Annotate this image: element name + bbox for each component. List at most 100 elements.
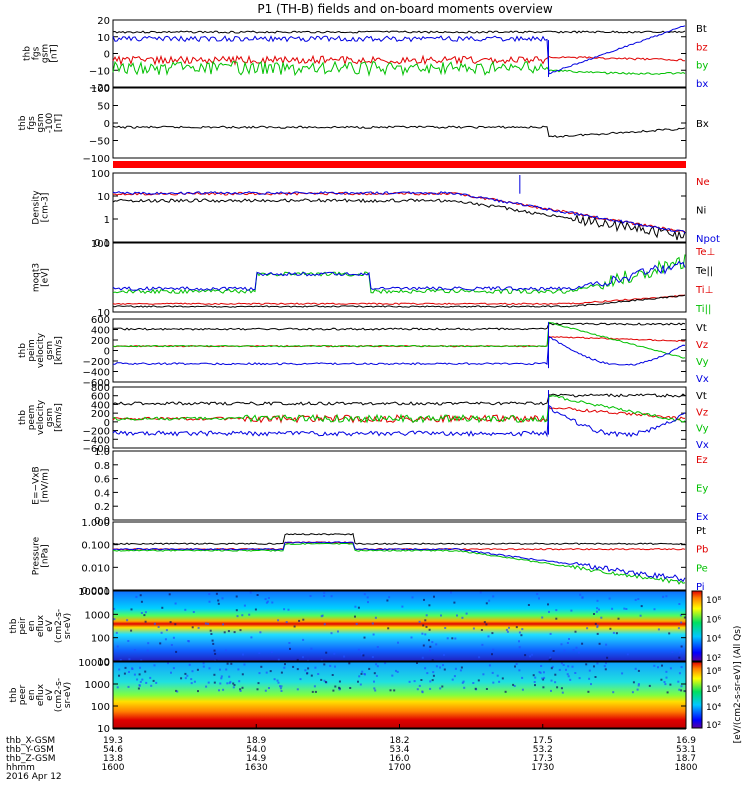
colorbar-1 bbox=[691, 590, 703, 662]
y-axis-label-line: gsm bbox=[45, 341, 55, 360]
y-axis-label: Density[cm-3] bbox=[32, 190, 51, 225]
y-tick-label: −400 bbox=[83, 368, 110, 379]
spectrogram-cell bbox=[639, 614, 642, 617]
spectrogram-cell bbox=[150, 684, 153, 687]
y-axis-label-line: thb bbox=[23, 46, 33, 61]
spectrogram-cell bbox=[657, 628, 660, 631]
spectrogram-cell bbox=[593, 665, 595, 668]
spectrogram-cell bbox=[225, 668, 228, 671]
spectrogram-cell bbox=[660, 678, 663, 681]
legend-entry: Ez bbox=[696, 455, 708, 466]
spectrogram-cell bbox=[444, 627, 447, 629]
spectrogram-cell bbox=[632, 681, 635, 684]
spectrogram-cell bbox=[146, 649, 149, 652]
y-axis-label-line: gsm bbox=[41, 44, 51, 63]
legend-entry: Vt bbox=[696, 391, 707, 402]
spectrogram-cell bbox=[600, 616, 603, 619]
spectrogram-cell bbox=[547, 603, 549, 606]
spectrogram-cell bbox=[521, 688, 524, 691]
legend-entry: Bx bbox=[696, 119, 709, 130]
spectrogram-cell bbox=[180, 677, 183, 680]
spectrogram-cell bbox=[677, 627, 680, 630]
y-tick-label: 0.4 bbox=[94, 488, 110, 499]
spectrogram-cell bbox=[362, 654, 365, 657]
spectrogram-cell bbox=[213, 681, 216, 684]
spectrogram-cell bbox=[131, 668, 134, 670]
panels-group: 20100−10−20thbfgsgsm[nT]Btbzbybx100500−5… bbox=[9, 16, 720, 735]
spectrogram-cell bbox=[277, 658, 280, 661]
spectrogram-cell bbox=[606, 656, 609, 659]
spectrogram-cell bbox=[634, 598, 637, 601]
spectrogram-cell bbox=[594, 622, 597, 625]
legend-entry: Pi bbox=[696, 582, 705, 593]
colorbar-label: [eV/(cm2-s-sr-eV)] (All Qs) bbox=[733, 626, 743, 744]
legend-entry: Bt bbox=[696, 24, 707, 35]
spectrogram-cell bbox=[492, 681, 495, 684]
spectrogram-cell bbox=[219, 668, 221, 671]
spectrogram-cell bbox=[373, 687, 376, 690]
panel-2: 100 50 0 −50 −100 thbfgsgsm-100[nT] Bx bbox=[18, 84, 709, 165]
spectrogram-cell bbox=[197, 626, 200, 629]
legend-entry: Pb bbox=[696, 545, 708, 556]
spectrogram-cell bbox=[683, 690, 686, 693]
spectrogram-cell bbox=[116, 686, 119, 689]
y-tick-label: 10000 bbox=[78, 587, 110, 598]
spectrogram-cell bbox=[249, 591, 252, 594]
spectrogram-cell bbox=[226, 682, 229, 685]
spectrogram-cell bbox=[563, 649, 566, 652]
spectrogram-cell bbox=[481, 643, 484, 646]
spectrogram-cell bbox=[420, 679, 423, 681]
spectrogram-cell bbox=[330, 595, 333, 598]
spectrogram-cell bbox=[197, 690, 199, 693]
spectrogram-cell bbox=[410, 636, 413, 639]
spectrogram-cell bbox=[664, 683, 667, 686]
spectrogram-cell bbox=[280, 685, 283, 688]
spectrogram-cell bbox=[219, 682, 222, 685]
legend-entry: Pe bbox=[696, 563, 708, 574]
spectrogram-cell bbox=[418, 684, 421, 687]
panel-4: 100 10 moqt3[eV] Te⊥ Te|| Ti⊥ Ti|| bbox=[32, 239, 716, 319]
panel-8: 1.000 0.100 0.010 0.001 Pressure[nPa] Pt Pb Pe P… bbox=[32, 518, 709, 597]
spectrogram-cell bbox=[425, 614, 428, 617]
spectrogram-cell bbox=[186, 674, 189, 677]
spectrogram-cell bbox=[170, 671, 172, 674]
y-axis-label-line: moqt3 bbox=[32, 263, 42, 292]
spectrogram-cell bbox=[518, 646, 521, 649]
spectrogram-cell bbox=[159, 642, 162, 645]
y-tick-label: −20 bbox=[89, 83, 110, 94]
spectrogram-cell bbox=[266, 600, 269, 603]
spectrogram-cell bbox=[373, 672, 376, 675]
spectrogram-cell bbox=[273, 678, 276, 681]
legend-entry: Vt bbox=[696, 323, 707, 334]
spectrogram-cell bbox=[235, 609, 238, 612]
y-tick-label: 100 bbox=[91, 702, 110, 713]
spectrogram-cell bbox=[678, 672, 681, 675]
spectrogram-cell bbox=[621, 672, 624, 675]
spectrogram-cell bbox=[277, 681, 280, 684]
spectrogram-cell bbox=[538, 671, 541, 674]
spectrogram-cell bbox=[593, 613, 595, 615]
spectrogram-cell bbox=[264, 598, 267, 601]
spectrogram-cell bbox=[669, 683, 672, 686]
spectrogram-cell bbox=[432, 674, 435, 677]
spectrogram-cell bbox=[170, 644, 173, 646]
time-axis-value: 17.5 bbox=[533, 736, 553, 746]
spectrogram-cell bbox=[506, 630, 509, 633]
spectrogram-cell bbox=[460, 666, 463, 669]
spectrogram-cell bbox=[459, 669, 462, 672]
spectrogram-cell bbox=[368, 667, 371, 670]
spectrogram-cell bbox=[208, 600, 211, 603]
colorbar-tick-label: 10⁸ bbox=[706, 667, 721, 677]
series-line bbox=[112, 336, 686, 366]
spectrogram-cell bbox=[566, 642, 569, 644]
spectrogram-cell bbox=[324, 681, 327, 684]
spectrogram-cell bbox=[596, 626, 599, 629]
series-line bbox=[112, 30, 686, 34]
y-axis-label: thbpeemvelocitygsm[km/s] bbox=[18, 399, 64, 435]
spectrogram-cell bbox=[429, 680, 432, 683]
y-tick-label: 50 bbox=[97, 102, 110, 113]
spectrogram-cell bbox=[524, 654, 527, 657]
spectrogram-cell bbox=[665, 676, 668, 679]
